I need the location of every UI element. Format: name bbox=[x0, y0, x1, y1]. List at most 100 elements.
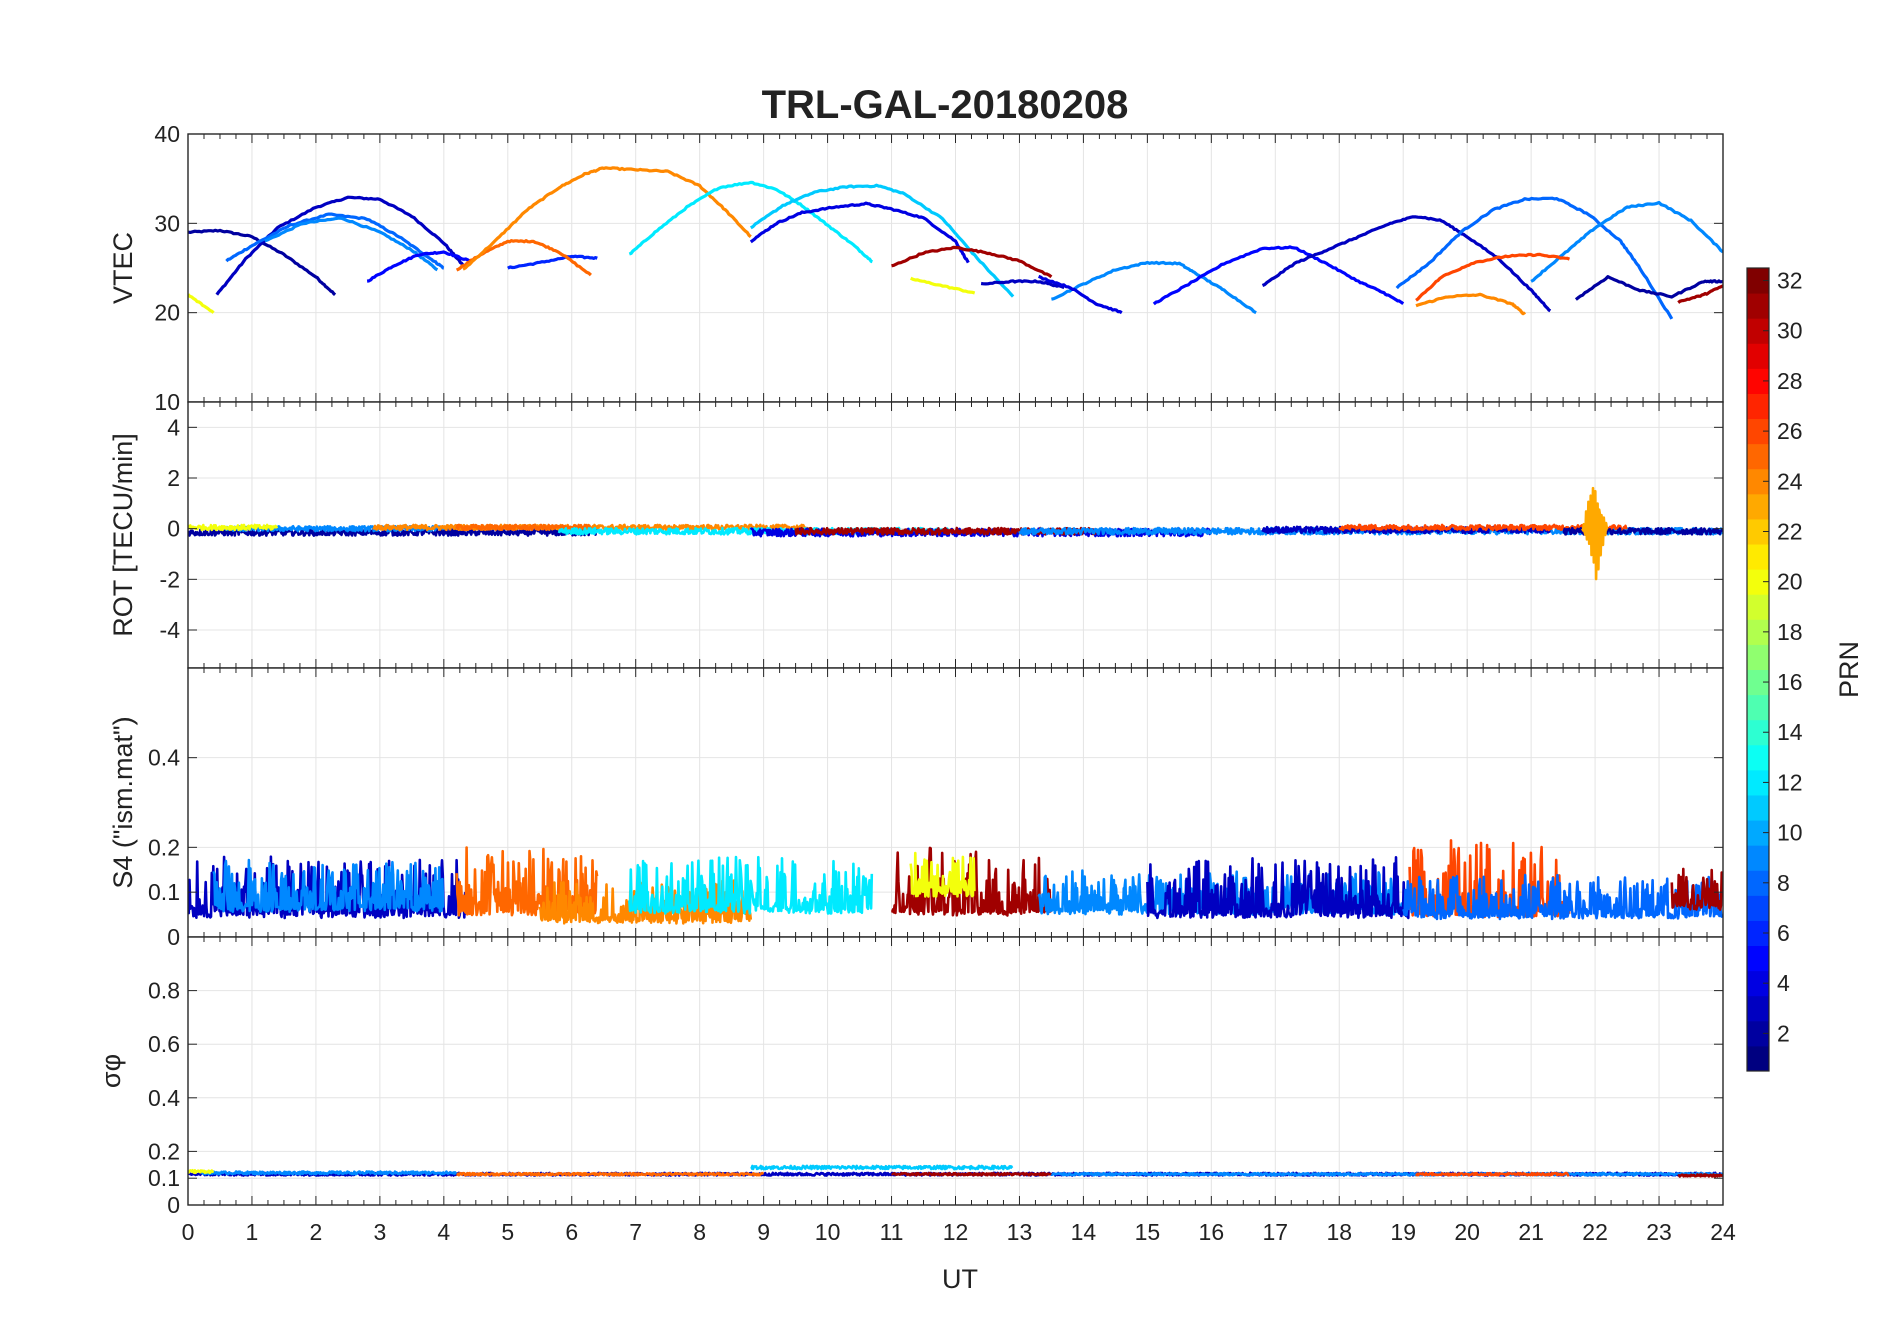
colorbar-swatch bbox=[1747, 1045, 1769, 1072]
colorbar-swatch bbox=[1747, 970, 1769, 997]
vtec-ytick-label: 20 bbox=[154, 300, 180, 326]
colorbar-tick-label: 24 bbox=[1777, 468, 1803, 494]
x-tick-label: 8 bbox=[693, 1219, 706, 1245]
vtec-series-prn-26 bbox=[1415, 252, 1571, 302]
x-tick-label: 7 bbox=[629, 1219, 642, 1245]
colorbar-swatch bbox=[1747, 268, 1769, 294]
colorbar-swatch bbox=[1747, 443, 1769, 470]
sigma-series-prn-9 bbox=[199, 1170, 458, 1176]
x-tick-label: 1 bbox=[246, 1219, 259, 1245]
vtec-ytick-label: 30 bbox=[154, 210, 180, 236]
vtec-series-prn-5 bbox=[366, 250, 471, 283]
vtec-series-prn-4 bbox=[1038, 274, 1123, 315]
colorbar-swatch bbox=[1747, 619, 1769, 645]
vtec-series-prn-5 bbox=[1152, 245, 1405, 306]
vtec-series-group bbox=[188, 166, 1723, 320]
colorbar-swatch bbox=[1747, 945, 1769, 972]
s4-series-group bbox=[188, 839, 1723, 925]
colorbar-swatch bbox=[1747, 594, 1769, 620]
colorbar-tick-label: 30 bbox=[1777, 318, 1803, 344]
colorbar-swatch bbox=[1747, 343, 1769, 369]
rot-series-prn-26 bbox=[1338, 523, 1628, 532]
vtec-series-prn-31 bbox=[891, 245, 1053, 279]
x-tick-label: 14 bbox=[1071, 1219, 1097, 1245]
s4-ytick-label: 0 bbox=[167, 924, 180, 950]
colorbar-tick-label: 18 bbox=[1777, 619, 1803, 645]
vtec-series-prn-3 bbox=[980, 279, 1065, 290]
vtec-series-prn-24 bbox=[1415, 292, 1527, 316]
s4-ytick-label: 0.4 bbox=[148, 745, 180, 771]
colorbar-tick-label: 8 bbox=[1777, 870, 1790, 896]
s4-series-prn-31 bbox=[1670, 867, 1723, 911]
rot-series-prn-23 bbox=[1581, 486, 1609, 581]
x-tick-label: 4 bbox=[437, 1219, 450, 1245]
sigma-ytick-label: 0.2 bbox=[148, 1138, 180, 1164]
colorbar-swatch bbox=[1747, 794, 1769, 821]
colorbar-tick-label: 10 bbox=[1777, 820, 1803, 846]
x-tick-label: 10 bbox=[815, 1219, 841, 1245]
colorbar-tick-label: 26 bbox=[1777, 418, 1803, 444]
x-tick-label: 17 bbox=[1262, 1219, 1288, 1245]
x-tick-label: 18 bbox=[1326, 1219, 1352, 1245]
x-tick-label: 21 bbox=[1518, 1219, 1544, 1245]
x-tick-label: 5 bbox=[501, 1219, 514, 1245]
x-axis-label: UT bbox=[942, 1264, 978, 1294]
x-tick-label: 6 bbox=[565, 1219, 578, 1245]
vtec-ytick-label: 40 bbox=[154, 121, 180, 147]
colorbar-swatch bbox=[1747, 1020, 1769, 1047]
panel-s4: 0 0.1 0.2 0.4 S4 ("ism.mat") bbox=[108, 667, 1724, 950]
colorbar-swatch bbox=[1747, 845, 1769, 871]
sigma-series-group bbox=[188, 1164, 1723, 1178]
rot-ytick-label: -2 bbox=[160, 566, 180, 592]
colorbar-swatch bbox=[1747, 995, 1769, 1022]
x-tick-label: 24 bbox=[1710, 1219, 1736, 1245]
colorbar-tick-label: 16 bbox=[1777, 669, 1803, 695]
sigma-ytick-label: 0.6 bbox=[148, 1031, 180, 1057]
colorbar-swatch bbox=[1747, 744, 1769, 771]
sigma-ytick-label: 0.4 bbox=[148, 1085, 180, 1111]
colorbar-swatch bbox=[1747, 669, 1769, 696]
x-tick-label: 3 bbox=[373, 1219, 386, 1245]
x-tick-label: 19 bbox=[1390, 1219, 1416, 1245]
x-tick-label: 16 bbox=[1199, 1219, 1225, 1245]
sigma-series-prn-20 bbox=[188, 1169, 215, 1175]
colorbar-swatch bbox=[1747, 368, 1769, 394]
sigma-series-prn-31 bbox=[891, 1171, 1053, 1177]
colorbar-swatch bbox=[1747, 468, 1769, 495]
s4-series-prn-3 bbox=[1146, 856, 1411, 920]
vtec-series-prn-6 bbox=[507, 254, 598, 270]
s4-series-prn-3 bbox=[188, 855, 471, 920]
colorbar-swatch bbox=[1747, 870, 1769, 896]
colorbar-swatch bbox=[1747, 895, 1769, 921]
panel-rot: -4 -2 0 2 4 ROT [TECU/min] bbox=[108, 401, 1724, 669]
colorbar-swatch bbox=[1747, 820, 1769, 846]
sigma-series-prn-31 bbox=[1677, 1173, 1723, 1178]
colorbar-tick-label: 2 bbox=[1777, 1020, 1790, 1046]
vtec-series-prn-4 bbox=[749, 201, 970, 264]
x-tick-label: 13 bbox=[1007, 1219, 1033, 1245]
vtec-ytick-label: 10 bbox=[154, 389, 180, 415]
colorbar-swatch bbox=[1747, 518, 1769, 545]
sigma-series-prn-25 bbox=[455, 1171, 765, 1177]
vtec-series-prn-20 bbox=[910, 276, 976, 295]
x-tick-label: 22 bbox=[1582, 1219, 1608, 1245]
vtec-series-prn-2 bbox=[188, 228, 337, 297]
vtec-series-prn-31 bbox=[1677, 284, 1723, 304]
colorbar-tick-label: 14 bbox=[1777, 719, 1803, 745]
colorbar-swatch bbox=[1747, 544, 1769, 570]
sigma-ytick-label: 0.8 bbox=[148, 978, 180, 1004]
s4-series-prn-20 bbox=[909, 851, 976, 898]
colorbar-swatch bbox=[1747, 318, 1769, 344]
x-tick-label: 0 bbox=[182, 1219, 195, 1245]
vtec-series-prn-9 bbox=[264, 216, 439, 272]
rot-ytick-label: 4 bbox=[167, 414, 180, 440]
colorbar-swatch bbox=[1747, 393, 1769, 420]
chart-title: TRL-GAL-20180208 bbox=[762, 83, 1129, 127]
s4-series-prn-9 bbox=[212, 858, 445, 913]
vtec-series-prn-11 bbox=[749, 183, 1015, 298]
sigma-series-prn-26 bbox=[1414, 1171, 1570, 1177]
colorbar-swatch bbox=[1747, 569, 1769, 595]
vtec-series-prn-8 bbox=[1395, 196, 1674, 320]
